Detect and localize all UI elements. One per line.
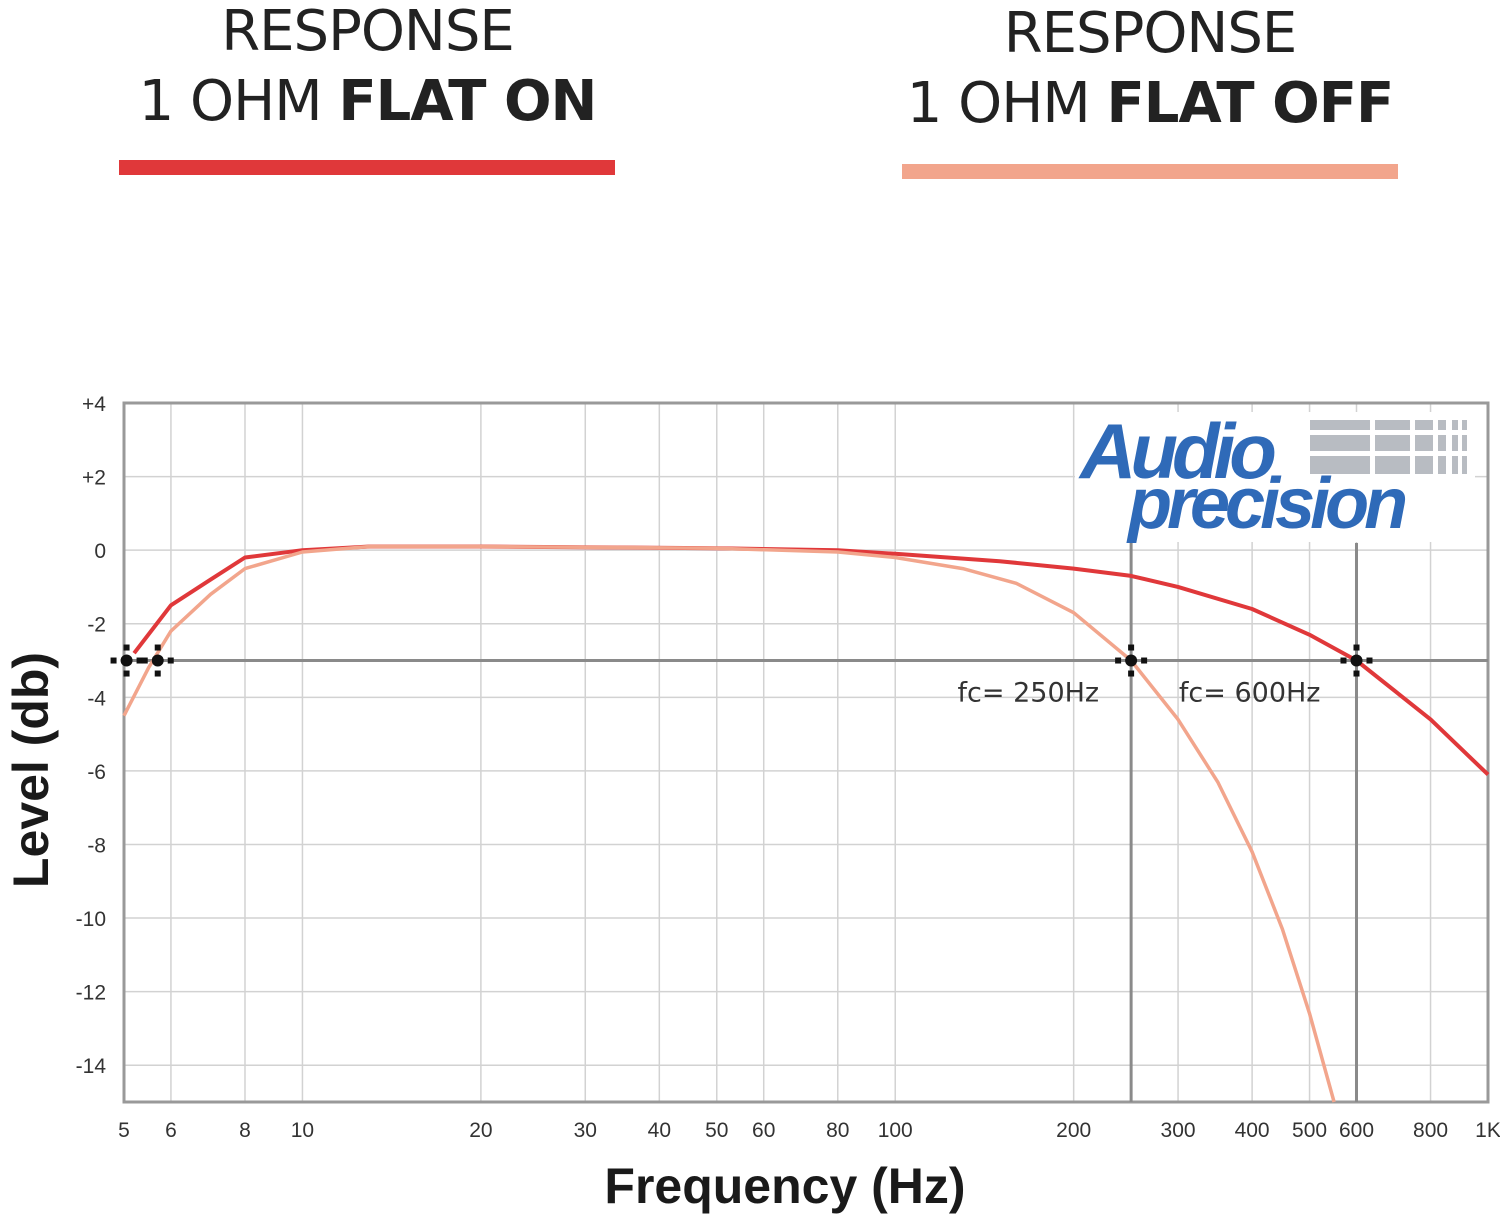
y-tick-label: 0 — [94, 540, 106, 563]
marker-tick — [167, 657, 174, 664]
x-tick-label: 80 — [826, 1119, 849, 1142]
x-tick-label: 200 — [1056, 1119, 1091, 1142]
x-tick-label: 1K — [1475, 1119, 1500, 1142]
marker-tick — [136, 657, 143, 664]
marker-tick — [1366, 657, 1373, 664]
cutoff-label: fc= 600Hz — [1179, 678, 1321, 709]
svg-text:Audio: Audio — [1078, 407, 1275, 495]
legend-flat-off-swatch — [902, 164, 1398, 179]
y-tick-label: -12 — [76, 982, 106, 1005]
legend-flat-off-line2: 1 OHM FLAT OFF — [895, 66, 1405, 142]
series-lines — [122, 544, 1490, 1103]
cutoff-marker — [120, 654, 133, 667]
x-tick-label: 6 — [165, 1119, 177, 1142]
x-tick-label: 40 — [648, 1119, 671, 1142]
marker-tick — [1128, 670, 1135, 677]
marker-tick — [1141, 657, 1148, 664]
plot-frame — [122, 401, 1490, 1104]
marker-tick — [1340, 657, 1347, 664]
tick-labels: 5 6 8 10 20 30 40 50 60 80 100 200 300 400 500 600 800 1K… — [76, 393, 1500, 1142]
cutoff-markers: fc= 250Hz fc= 600Hz — [110, 644, 1373, 709]
x-tick-label: 50 — [705, 1119, 728, 1142]
marker-tick — [141, 657, 148, 664]
cutoff-label: fc= 250Hz — [958, 678, 1100, 709]
legend-flat-off-regular: 1 OHM — [906, 71, 1107, 136]
series-line-flat-off — [122, 544, 1336, 1103]
x-tick-label: 5 — [118, 1119, 130, 1142]
x-tick-label: 300 — [1161, 1119, 1196, 1142]
marker-tick — [1353, 670, 1360, 677]
marker-tick — [1128, 644, 1135, 651]
y-tick-label: +4 — [82, 393, 106, 416]
y-tick-label: +2 — [82, 467, 106, 490]
x-tick-label: 800 — [1413, 1119, 1448, 1142]
legend-flat-on-bold: FLAT ON — [338, 69, 597, 134]
marker-tick — [110, 657, 117, 664]
reference-lines — [124, 543, 1488, 1102]
x-tick-label: 8 — [239, 1119, 251, 1142]
x-tick-label: 100 — [878, 1119, 913, 1142]
cutoff-marker — [151, 654, 164, 667]
y-tick-label: -10 — [76, 908, 106, 931]
legend-flat-on-line1: RESPONSE — [221, 0, 515, 64]
legend-flat-off-bold: FLAT OFF — [1106, 71, 1394, 136]
marker-tick — [154, 644, 161, 651]
marker-tick — [1115, 657, 1122, 664]
x-tick-label: 500 — [1292, 1119, 1327, 1142]
legend-flat-off: RESPONSE 1 OHM FLAT OFF — [895, 2, 1405, 142]
grid — [122, 401, 1490, 1104]
y-tick-label: -14 — [76, 1055, 107, 1078]
svg-text:precision: precision — [1126, 464, 1405, 544]
x-tick-label: 400 — [1235, 1119, 1270, 1142]
y-tick-label: -2 — [87, 614, 106, 637]
y-tick-label: -4 — [87, 687, 106, 710]
marker-tick — [1353, 644, 1360, 651]
marker-tick — [123, 644, 130, 651]
legend-flat-on-regular: 1 OHM — [138, 69, 339, 134]
x-tick-label: 30 — [574, 1119, 597, 1142]
legend-flat-on-swatch — [119, 160, 615, 175]
y-tick-label: -8 — [87, 834, 106, 857]
x-tick-label: 10 — [291, 1119, 314, 1142]
audio-precision-logo: Audio precision — [1075, 407, 1475, 544]
x-tick-label: 20 — [469, 1119, 492, 1142]
x-tick-label: 600 — [1339, 1119, 1374, 1142]
marker-tick — [123, 670, 130, 677]
series-line-flat-on — [132, 544, 1490, 777]
y-tick-label: -6 — [87, 761, 106, 784]
legend-flat-off-line1: RESPONSE — [1003, 1, 1298, 66]
x-axis-label: Frequency (Hz) — [604, 1158, 965, 1214]
y-axis-label: Level (db) — [3, 652, 59, 888]
legend-flat-on: RESPONSE 1 OHM FLAT ON — [110, 0, 625, 140]
cutoff-marker — [1350, 654, 1363, 667]
x-tick-label: 60 — [752, 1119, 775, 1142]
cutoff-marker — [1125, 654, 1138, 667]
marker-tick — [154, 670, 161, 677]
legend-flat-on-line2: 1 OHM FLAT ON — [110, 64, 625, 140]
